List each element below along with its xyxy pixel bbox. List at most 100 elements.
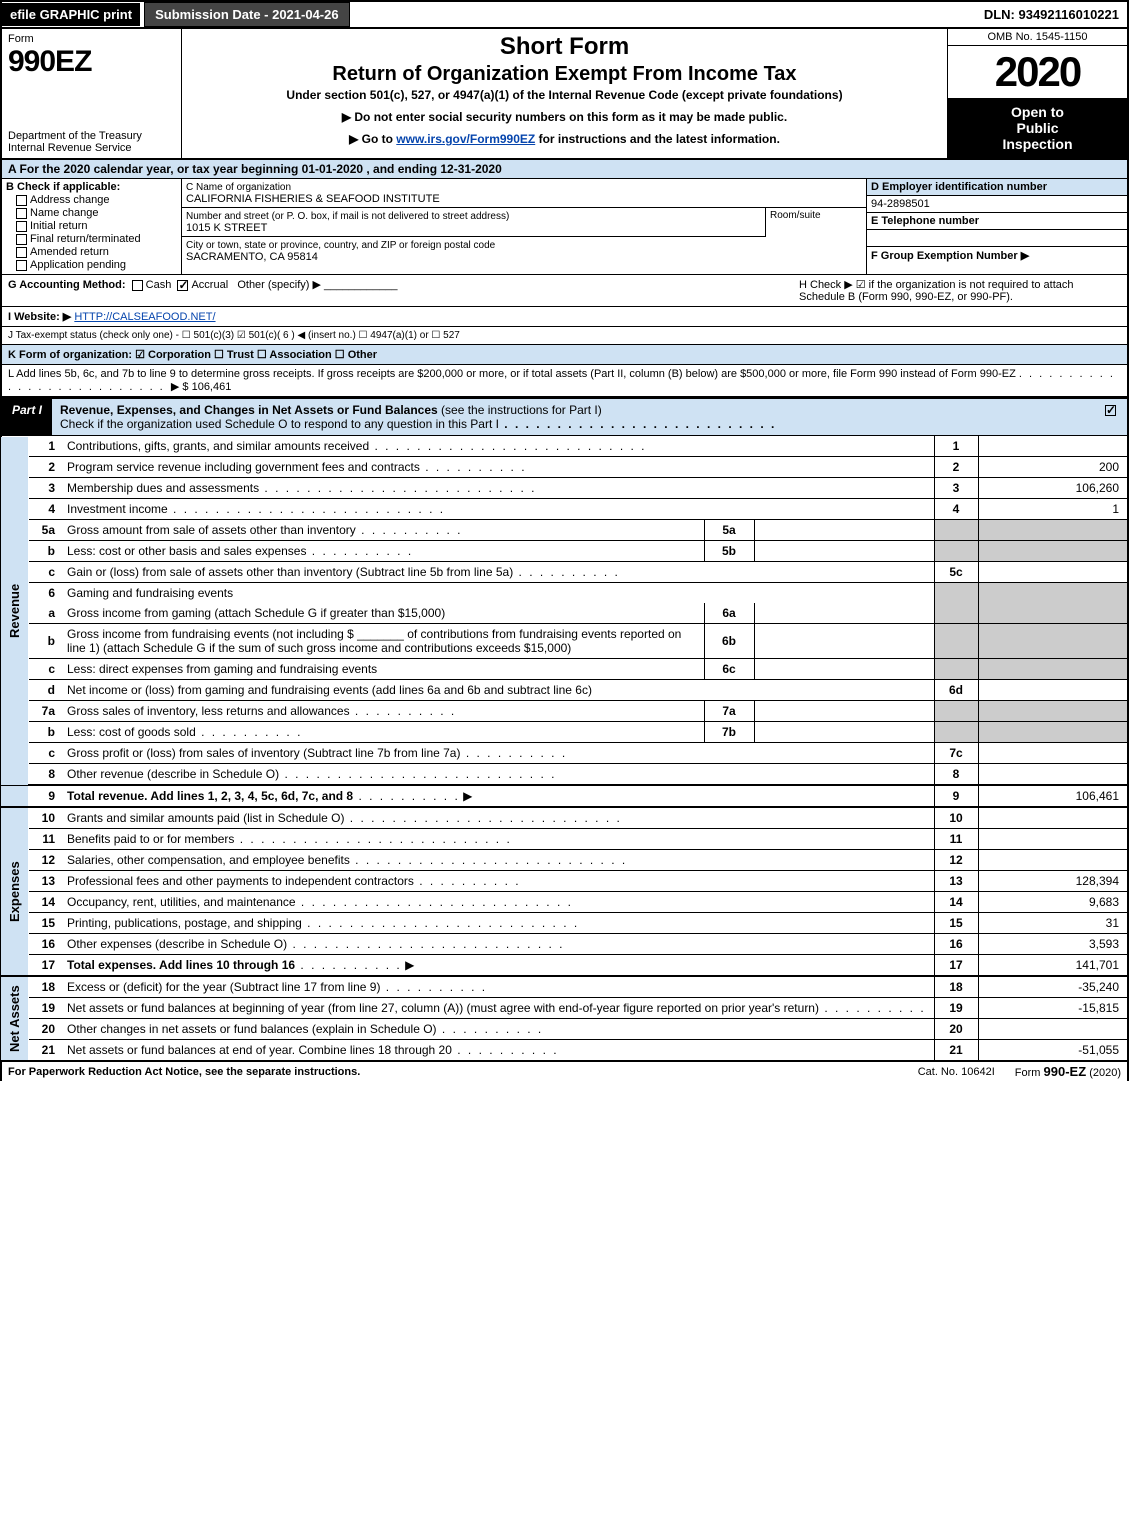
l7c-desc: Gross profit or (loss) from sales of inv…: [67, 746, 460, 760]
irs-link[interactable]: www.irs.gov/Form990EZ: [396, 132, 535, 146]
l1-desc: Contributions, gifts, grants, and simila…: [67, 439, 369, 453]
g-accrual: Accrual: [191, 279, 228, 291]
l17-desc: Total expenses. Add lines 10 through 16: [67, 958, 295, 972]
line-13: 13 Professional fees and other payments …: [1, 871, 1128, 892]
line-h: H Check ▶ ☑ if the organization is not r…: [791, 278, 1121, 303]
p1-subtitle: (see the instructions for Part I): [441, 403, 602, 417]
room-suite: Room/suite: [766, 208, 866, 237]
city: SACRAMENTO, CA 95814: [186, 251, 318, 263]
line-6b: b Gross income from fundraising events (…: [1, 624, 1128, 659]
dept-line1: Department of the Treasury: [8, 130, 142, 142]
l6a-desc: Gross income from gaming (attach Schedul…: [67, 606, 445, 620]
line-6c: c Less: direct expenses from gaming and …: [1, 659, 1128, 680]
top-bar: efile GRAPHIC print Submission Date - 20…: [0, 0, 1129, 29]
city-label: City or town, state or province, country…: [186, 240, 495, 251]
l13-desc: Professional fees and other payments to …: [67, 874, 414, 888]
street: 1015 K STREET: [186, 222, 267, 234]
l16-desc: Other expenses (describe in Schedule O): [67, 937, 287, 951]
l6-desc: Gaming and fundraising events: [63, 583, 934, 604]
entity-block: B Check if applicable: Address change Na…: [0, 179, 1129, 275]
group-exemption: F Group Exemption Number ▶: [867, 247, 1127, 274]
line-6d: d Net income or (loss) from gaming and f…: [1, 680, 1128, 701]
schedule-table: Revenue 1 Contributions, gifts, grants, …: [0, 436, 1129, 1062]
section-revenue: Revenue: [1, 436, 29, 785]
section-netassets: Net Assets: [1, 976, 29, 1061]
part-1-checkbox[interactable]: [1097, 399, 1127, 435]
chk-address-change[interactable]: Address change: [16, 194, 177, 206]
header-center: Short Form Return of Organization Exempt…: [182, 29, 947, 158]
g-label: G Accounting Method:: [8, 279, 126, 291]
goto-pre: ▶ Go to: [349, 132, 396, 146]
l5b-desc: Less: cost or other basis and sales expe…: [67, 544, 306, 558]
l-text: L Add lines 5b, 6c, and 7b to line 9 to …: [8, 368, 1016, 380]
line-21: 21 Net assets or fund balances at end of…: [1, 1040, 1128, 1062]
l10-desc: Grants and similar amounts paid (list in…: [67, 811, 344, 825]
website-link[interactable]: HTTP://CALSEAFOOD.NET/: [74, 311, 215, 323]
chk-application-pending[interactable]: Application pending: [16, 259, 177, 271]
efile-label[interactable]: efile GRAPHIC print: [2, 3, 140, 26]
line-15: 15 Printing, publications, postage, and …: [1, 913, 1128, 934]
l18-desc: Excess or (deficit) for the year (Subtra…: [67, 980, 380, 994]
header-left: Form 990EZ Department of the Treasury In…: [2, 29, 182, 158]
section-expenses: Expenses: [1, 807, 29, 976]
j-text: J Tax-exempt status (check only one) - ☐…: [8, 330, 1121, 341]
dept-treasury: Department of the Treasury Internal Reve…: [8, 130, 175, 154]
tax-year: 2020: [948, 46, 1127, 98]
lower-header: G Accounting Method: Cash Accrual Other …: [0, 275, 1129, 398]
subtitle: Under section 501(c), 527, or 4947(a)(1)…: [190, 88, 939, 102]
l9-desc: Total revenue. Add lines 1, 2, 3, 4, 5c,…: [67, 789, 353, 803]
note-goto: ▶ Go to www.irs.gov/Form990EZ for instru…: [190, 132, 939, 146]
l-arrow: ▶ $: [171, 381, 189, 393]
chk-amended-return[interactable]: Amended return: [16, 246, 177, 258]
chk-name-change[interactable]: Name change: [16, 207, 177, 219]
l3-desc: Membership dues and assessments: [67, 481, 259, 495]
line-8: 8 Other revenue (describe in Schedule O)…: [1, 764, 1128, 786]
public-inspection: Open to Public Inspection: [948, 98, 1127, 158]
header-right: OMB No. 1545-1150 2020 Open to Public In…: [947, 29, 1127, 158]
form-word: Form: [8, 33, 175, 45]
line-k: K Form of organization: ☑ Corporation ☐ …: [2, 345, 1127, 365]
line-7a: 7a Gross sales of inventory, less return…: [1, 701, 1128, 722]
l6c-desc: Less: direct expenses from gaming and fu…: [67, 662, 377, 676]
l14-desc: Occupancy, rent, utilities, and maintena…: [67, 895, 296, 909]
line-11: 11 Benefits paid to or for members 11: [1, 829, 1128, 850]
line-2: 2 Program service revenue including gove…: [1, 457, 1128, 478]
chk-cash[interactable]: [132, 280, 143, 291]
line-6a: a Gross income from gaming (attach Sched…: [1, 603, 1128, 624]
l5a-desc: Gross amount from sale of assets other t…: [67, 523, 356, 537]
l4-desc: Investment income: [67, 502, 168, 516]
part-1-title: Revenue, Expenses, and Changes in Net As…: [52, 399, 1097, 435]
chk-final-return[interactable]: Final return/terminated: [16, 233, 177, 245]
line-5c: c Gain or (loss) from sale of assets oth…: [1, 562, 1128, 583]
note-ssn: ▶ Do not enter social security numbers o…: [190, 110, 939, 124]
l-value: 106,461: [192, 381, 232, 393]
section-b: B Check if applicable: Address change Na…: [2, 179, 182, 274]
l7a-desc: Gross sales of inventory, less returns a…: [67, 704, 350, 718]
chk-accrual[interactable]: [177, 280, 188, 291]
l5c-desc: Gain or (loss) from sale of assets other…: [67, 565, 513, 579]
line-j: J Tax-exempt status (check only one) - ☐…: [2, 327, 1127, 345]
chk-initial-return[interactable]: Initial return: [16, 220, 177, 232]
l12-desc: Salaries, other compensation, and employ…: [67, 853, 350, 867]
tel-label: E Telephone number: [867, 213, 1127, 230]
l7b-desc: Less: cost of goods sold: [67, 725, 196, 739]
line-3: 3 Membership dues and assessments 3 106,…: [1, 478, 1128, 499]
ein: 94-2898501: [867, 196, 1127, 213]
b-heading: B Check if applicable:: [6, 181, 120, 193]
section-def: D Employer identification number 94-2898…: [867, 179, 1127, 274]
line-19: 19 Net assets or fund balances at beginn…: [1, 998, 1128, 1019]
line-5b: b Less: cost or other basis and sales ex…: [1, 541, 1128, 562]
insp1: Open to: [1011, 104, 1064, 120]
line-7c: c Gross profit or (loss) from sales of i…: [1, 743, 1128, 764]
line-20: 20 Other changes in net assets or fund b…: [1, 1019, 1128, 1040]
insp3: Inspection: [1002, 136, 1072, 152]
line-14: 14 Occupancy, rent, utilities, and maint…: [1, 892, 1128, 913]
p1-check-line: Check if the organization used Schedule …: [60, 417, 499, 431]
omb-number: OMB No. 1545-1150: [948, 29, 1127, 46]
street-row: Number and street (or P. O. box, if mail…: [182, 208, 766, 237]
p1-title-text: Revenue, Expenses, and Changes in Net As…: [60, 403, 438, 417]
line-g: G Accounting Method: Cash Accrual Other …: [8, 278, 791, 291]
line-i: I Website: ▶ HTTP://CALSEAFOOD.NET/: [2, 307, 1127, 327]
form-header: Form 990EZ Department of the Treasury In…: [0, 29, 1129, 160]
tel-value: [867, 230, 1127, 247]
